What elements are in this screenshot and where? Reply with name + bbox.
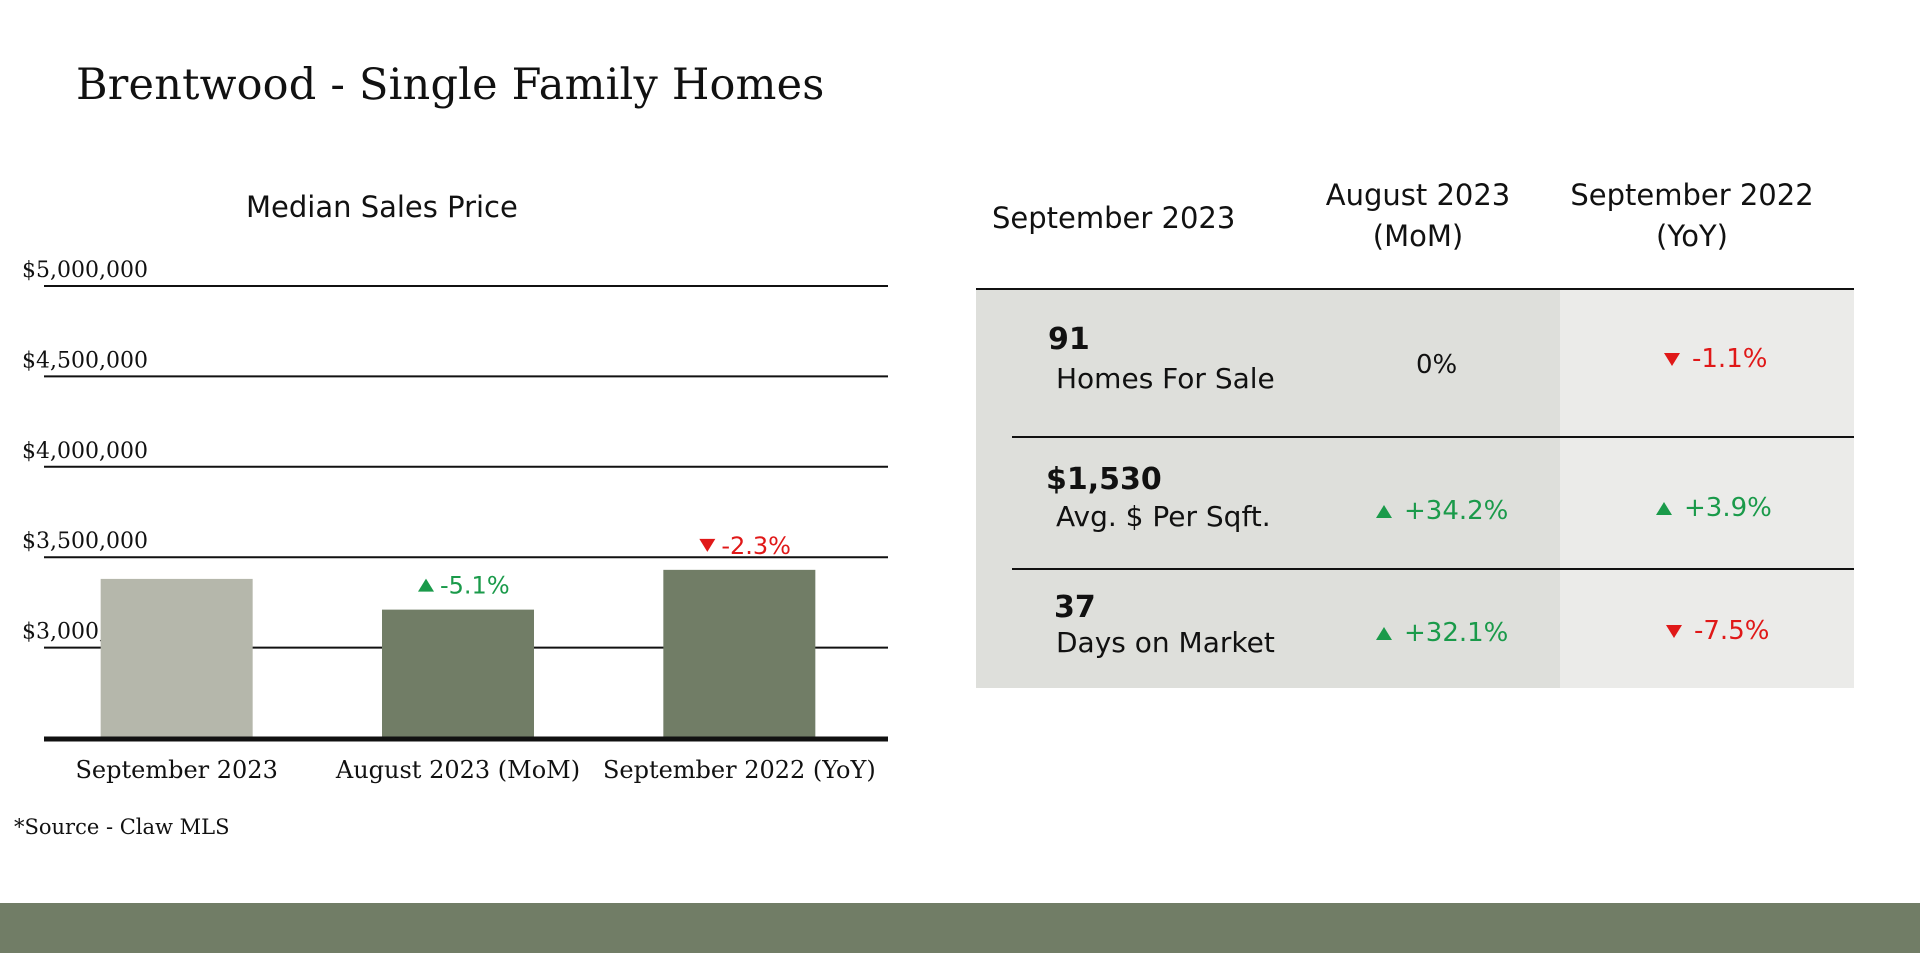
homes-for-sale-yoy: -1.1% [1664, 344, 1767, 374]
bar-data-label: -5.1% [440, 572, 510, 600]
down-arrow-icon [1664, 353, 1680, 366]
y-tick-label: $5,000,000 [22, 258, 148, 283]
days-on-market-yoy: -7.5% [1666, 616, 1769, 646]
days-on-market-value: 37 [1054, 590, 1096, 625]
header-mom: August 2023 (MoM) [1294, 175, 1542, 256]
column-background-mom [1314, 290, 1560, 688]
homes-for-sale-mom-value: 0% [1416, 350, 1458, 380]
price-per-sqft-yoy-value: +3.9% [1684, 493, 1772, 523]
price-per-sqft-value: $1,530 [1046, 462, 1162, 497]
down-arrow-icon [699, 538, 716, 552]
header-yoy-line1: September 2022 [1570, 178, 1814, 212]
header-current: September 2023 [976, 198, 1274, 239]
stats-table: September 2023 August 2023 (MoM) Septemb… [976, 178, 1854, 690]
days-on-market-mom: +32.1% [1376, 618, 1508, 648]
y-tick-label: $3,500,000 [22, 529, 148, 554]
bar [663, 569, 816, 738]
homes-for-sale-yoy-value: -1.1% [1692, 344, 1768, 374]
header-mom-line2: (MoM) [1372, 218, 1464, 253]
days-on-market-mom-value: +32.1% [1404, 618, 1509, 648]
up-arrow-icon [1376, 505, 1392, 518]
price-per-sqft-label: Avg. $ Per Sqft. [1056, 500, 1271, 533]
source-note: *Source - Claw MLS [14, 815, 230, 839]
header-yoy-line2: (YoY) [1656, 218, 1728, 253]
up-arrow-icon [1656, 502, 1672, 515]
down-arrow-icon [1666, 625, 1682, 638]
footer-band [0, 903, 1920, 953]
header-yoy: September 2022 (YoY) [1542, 175, 1842, 256]
homes-for-sale-label: Homes For Sale [1056, 362, 1275, 395]
homes-for-sale-value: 91 [1048, 322, 1090, 357]
price-per-sqft-mom-value: +34.2% [1404, 496, 1509, 526]
column-background-current [976, 290, 1314, 688]
x-tick-label: September 2022 (YoY) [603, 756, 876, 784]
median-sales-price-chart: $3,000,000$3,500,000$4,000,000$4,500,000… [22, 258, 888, 784]
column-background-yoy [1560, 290, 1854, 688]
row-divider [1012, 568, 1854, 570]
y-tick-label: $4,500,000 [22, 348, 148, 373]
price-per-sqft-yoy: +3.9% [1656, 493, 1772, 523]
header-current-label: September 2023 [992, 201, 1236, 235]
homes-for-sale-mom: 0% [1416, 350, 1457, 380]
bar-data-label: -2.3% [721, 532, 791, 560]
up-arrow-icon [1376, 627, 1392, 640]
y-tick-label: $4,000,000 [22, 439, 148, 464]
days-on-market-yoy-value: -7.5% [1694, 616, 1770, 646]
bar [382, 609, 534, 738]
row-divider [1012, 436, 1854, 438]
chart-title: Median Sales Price [246, 190, 518, 224]
x-tick-label: August 2023 (MoM) [335, 756, 580, 784]
table-header: September 2023 August 2023 (MoM) Septemb… [976, 178, 1854, 290]
price-per-sqft-mom: +34.2% [1376, 496, 1508, 526]
days-on-market-label: Days on Market [1056, 626, 1275, 659]
table-body: 91 Homes For Sale 0% -1.1% $1,530 Avg. $… [976, 290, 1854, 690]
header-mom-line1: August 2023 [1325, 178, 1511, 212]
bar [100, 578, 253, 738]
x-tick-label: September 2023 [75, 756, 277, 784]
up-arrow-icon [418, 578, 434, 592]
page-title: Brentwood - Single Family Homes [76, 60, 825, 110]
